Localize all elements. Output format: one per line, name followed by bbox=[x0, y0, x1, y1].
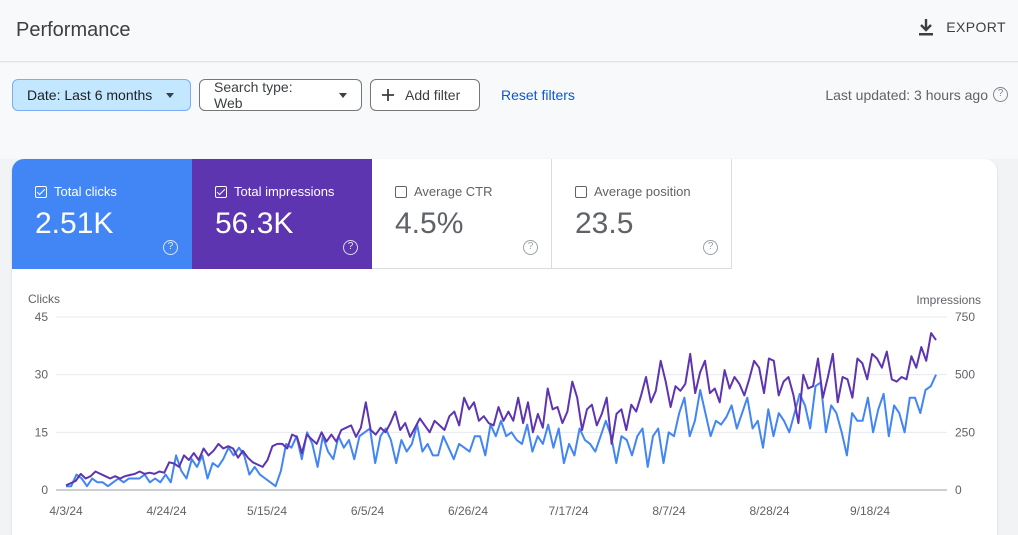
caret-down-icon bbox=[339, 92, 347, 98]
help-icon[interactable]: ? bbox=[993, 87, 1008, 102]
help-icon[interactable]: ? bbox=[703, 240, 718, 255]
reset-filters-link[interactable]: Reset filters bbox=[501, 87, 575, 103]
metric-label: Average CTR bbox=[414, 184, 493, 199]
metric-value: 2.51K bbox=[35, 207, 114, 240]
y-tick-left: 0 bbox=[41, 483, 48, 497]
metric-value: 56.3K bbox=[215, 207, 294, 240]
metric-label-row: Total clicks bbox=[35, 184, 117, 199]
y-tick-left: 30 bbox=[35, 368, 49, 382]
checkbox-checked-icon[interactable] bbox=[35, 185, 47, 198]
y-tick-left: 45 bbox=[35, 310, 49, 324]
metric-total-impressions[interactable]: Total impressions 56.3K ? bbox=[192, 159, 372, 269]
y-tick-left: 15 bbox=[35, 425, 49, 439]
add-filter-label: Add filter bbox=[405, 87, 461, 103]
performance-card: Total clicks 2.51K ? Total impressions 5… bbox=[12, 159, 997, 535]
series-line-impressions bbox=[65, 332, 937, 487]
x-tick: 4/24/24 bbox=[146, 504, 186, 518]
top-bar: Performance EXPORT bbox=[0, 0, 1018, 62]
caret-down-icon bbox=[166, 92, 175, 98]
x-tick: 8/28/24 bbox=[749, 504, 789, 518]
metric-label-row: Average CTR bbox=[395, 184, 493, 199]
metric-value: 4.5% bbox=[395, 207, 464, 240]
checkbox-unchecked-icon[interactable] bbox=[575, 185, 587, 198]
x-tick: 5/15/24 bbox=[247, 504, 287, 518]
metric-label: Total impressions bbox=[234, 184, 335, 199]
metric-average-ctr[interactable]: Average CTR 4.5% ? bbox=[372, 159, 552, 269]
y-axis-right-label: Impressions bbox=[916, 293, 981, 307]
y-tick-right: 250 bbox=[955, 425, 975, 439]
metric-label: Total clicks bbox=[54, 184, 117, 199]
y-tick-right: 0 bbox=[955, 483, 962, 497]
add-filter-button[interactable]: Add filter bbox=[370, 79, 480, 111]
metric-label-row: Average position bbox=[575, 184, 691, 199]
series-line-clicks bbox=[66, 374, 937, 488]
y-tick-right: 500 bbox=[955, 368, 975, 382]
last-updated-text: Last updated: 3 hours ago bbox=[825, 87, 988, 103]
filter-bar: Date: Last 6 months Search type: Web Add… bbox=[0, 63, 1018, 159]
x-tick: 6/5/24 bbox=[351, 504, 385, 518]
export-button[interactable]: EXPORT bbox=[918, 18, 1006, 36]
help-icon[interactable]: ? bbox=[343, 240, 358, 255]
search-type-chip[interactable]: Search type: Web bbox=[199, 79, 362, 111]
performance-chart[interactable]: Clicks Impressions 0 0 15 250 30 500 45 750 4/3/24… bbox=[12, 159, 997, 535]
plus-icon bbox=[382, 89, 394, 101]
help-icon[interactable]: ? bbox=[523, 240, 538, 255]
x-tick: 4/3/24 bbox=[49, 504, 83, 518]
date-filter-label: Date: Last 6 months bbox=[27, 87, 153, 103]
metric-average-position[interactable]: Average position 23.5 ? bbox=[552, 159, 732, 269]
metric-label: Average position bbox=[594, 184, 691, 199]
x-tick: 7/17/24 bbox=[548, 504, 588, 518]
page-title: Performance bbox=[16, 19, 131, 41]
checkbox-checked-icon[interactable] bbox=[215, 185, 227, 198]
x-tick: 6/26/24 bbox=[448, 504, 488, 518]
y-tick-right: 750 bbox=[955, 310, 975, 324]
search-type-label: Search type: Web bbox=[214, 79, 293, 111]
help-icon[interactable]: ? bbox=[163, 240, 178, 255]
date-filter-chip[interactable]: Date: Last 6 months bbox=[12, 79, 191, 111]
x-tick: 8/7/24 bbox=[652, 504, 686, 518]
x-tick: 9/18/24 bbox=[850, 504, 890, 518]
metric-total-clicks[interactable]: Total clicks 2.51K ? bbox=[12, 159, 192, 269]
checkbox-unchecked-icon[interactable] bbox=[395, 185, 407, 198]
metric-value: 23.5 bbox=[575, 207, 634, 240]
export-label: EXPORT bbox=[946, 19, 1006, 35]
metric-label-row: Total impressions bbox=[215, 184, 334, 199]
y-axis-left-label: Clicks bbox=[28, 292, 60, 306]
download-icon bbox=[919, 19, 934, 36]
